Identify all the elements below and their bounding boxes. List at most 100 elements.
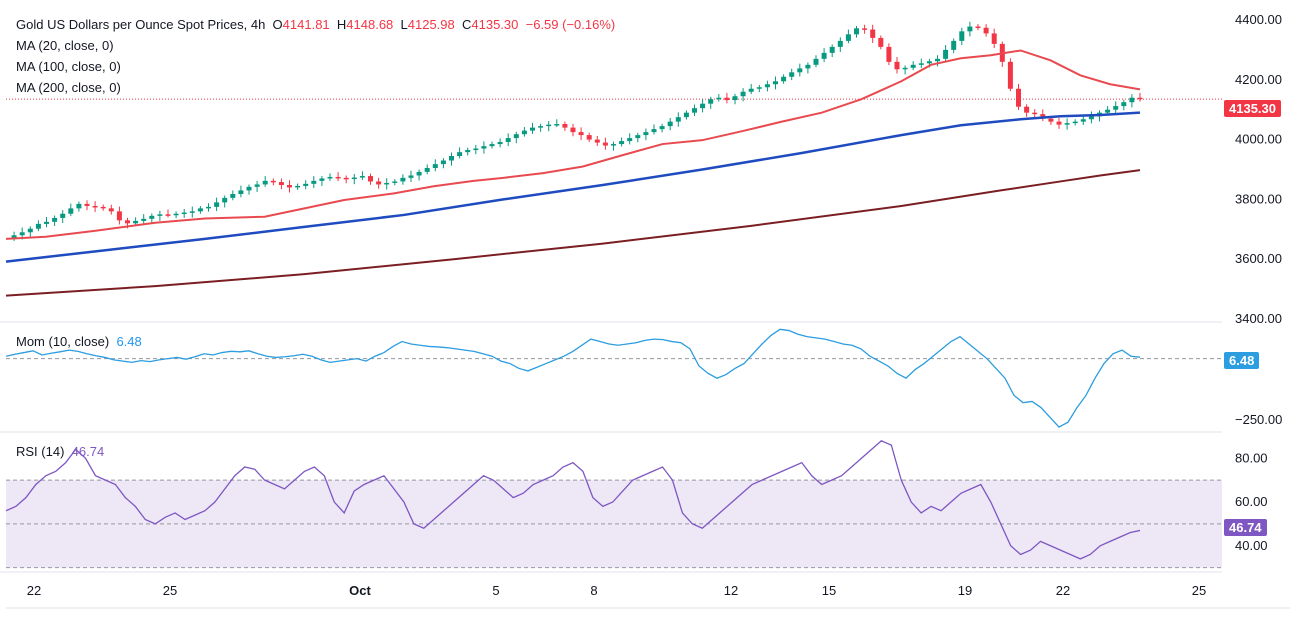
rsi-value-tag: 46.74 <box>1224 519 1267 536</box>
candle-body <box>570 127 576 133</box>
candle-body <box>400 177 406 182</box>
ma200-line <box>5 169 1141 297</box>
candle-body <box>935 58 940 62</box>
candle-body <box>68 208 74 214</box>
candle-body <box>319 178 325 181</box>
candle-body <box>538 126 544 128</box>
candle-body <box>60 213 66 218</box>
candle-body <box>951 40 957 50</box>
mom-legend-label: Mom (10, close) <box>16 334 110 349</box>
candle-body <box>1024 106 1030 113</box>
candle-body <box>481 146 487 149</box>
candle-body <box>505 138 511 142</box>
candle-body <box>157 214 163 216</box>
candle-body <box>246 186 252 191</box>
candle-body <box>910 64 916 68</box>
candle-body <box>740 91 746 97</box>
candle-body <box>1072 121 1078 124</box>
candle-body <box>84 203 90 206</box>
candle-body <box>295 185 301 188</box>
ma100-legend[interactable]: MA (100, close, 0) <box>16 59 121 74</box>
candle-body <box>943 49 949 59</box>
candle-body <box>821 52 827 59</box>
rsi-legend-value: 46.74 <box>71 444 105 459</box>
candle-body <box>262 180 268 185</box>
candle-body <box>125 220 130 224</box>
change-value: −6.59 (−0.16%) <box>525 17 616 32</box>
candle-body <box>1056 121 1062 125</box>
candle-body <box>1113 106 1119 110</box>
rsi-legend[interactable]: RSI (14) 46.74 <box>16 442 104 462</box>
candle-body <box>141 218 147 221</box>
candle-body <box>1129 97 1135 103</box>
candle-body <box>789 72 795 77</box>
candle-body <box>530 127 535 131</box>
candle-body <box>926 61 932 64</box>
candle-body <box>52 217 58 222</box>
candle-body <box>602 142 608 146</box>
candle-body <box>732 96 738 101</box>
candle-body <box>1048 118 1054 122</box>
candle-body <box>165 214 171 216</box>
candle-body <box>764 84 770 88</box>
candle-body <box>837 40 843 47</box>
candle-body <box>805 64 811 69</box>
candle-body <box>700 103 706 109</box>
candle-body <box>748 88 754 92</box>
ma200-legend[interactable]: MA (200, close, 0) <box>16 80 121 95</box>
candle-body <box>781 76 787 82</box>
time-axis-tick: 25 <box>1192 583 1206 598</box>
candle-body <box>797 68 803 73</box>
candle-body <box>149 215 155 219</box>
candle-body <box>335 176 341 179</box>
candle-body <box>813 58 819 65</box>
ma20-legend[interactable]: MA (20, close, 0) <box>16 38 114 53</box>
candle-body <box>692 108 697 113</box>
candle-body <box>1137 97 1143 100</box>
candle-body <box>878 37 884 47</box>
candle-body <box>675 117 681 122</box>
candle-body <box>343 177 349 180</box>
low-value: 4125.98 <box>407 17 455 32</box>
candle-body <box>384 182 390 185</box>
candle-body <box>975 26 981 29</box>
candle-body <box>1088 116 1094 120</box>
candle-body <box>408 175 414 178</box>
candle-body <box>432 164 438 168</box>
candle-body <box>214 202 220 207</box>
candle-body <box>578 132 584 136</box>
mom-legend[interactable]: Mom (10, close) 6.48 <box>16 332 142 352</box>
candle-body <box>651 129 657 133</box>
candle-body <box>27 228 33 233</box>
candle-body <box>716 97 722 100</box>
candle-body <box>619 141 625 145</box>
candle-body <box>991 33 997 44</box>
close-value: 4135.30 <box>471 17 519 32</box>
candle-body <box>918 63 924 65</box>
candle-body <box>1080 119 1086 122</box>
candle-body <box>1032 112 1038 115</box>
candle-body <box>222 197 228 203</box>
rsi-line <box>5 439 1141 560</box>
candle-body <box>521 130 527 135</box>
price-axis-tick: 4400.00 <box>1235 12 1282 27</box>
candle-body <box>76 203 82 209</box>
candle-body <box>724 97 730 101</box>
candle-body <box>829 46 835 53</box>
candle-body <box>473 148 479 151</box>
candle-body <box>611 144 616 146</box>
candle-body <box>894 61 900 70</box>
mom-line <box>5 328 1141 428</box>
candle-body <box>376 181 382 185</box>
time-axis-tick: 22 <box>27 583 41 598</box>
ma20-line <box>5 49 1141 240</box>
candle-body <box>643 132 649 136</box>
candle-body <box>287 185 292 188</box>
time-axis-tick: 5 <box>492 583 499 598</box>
time-axis-tick: Oct <box>349 583 371 598</box>
rsi-axis-tick: 60.00 <box>1235 494 1268 509</box>
interval-label: 4h <box>250 17 266 32</box>
candle-body <box>1105 109 1111 113</box>
rsi-axis-tick: 40.00 <box>1235 538 1268 553</box>
